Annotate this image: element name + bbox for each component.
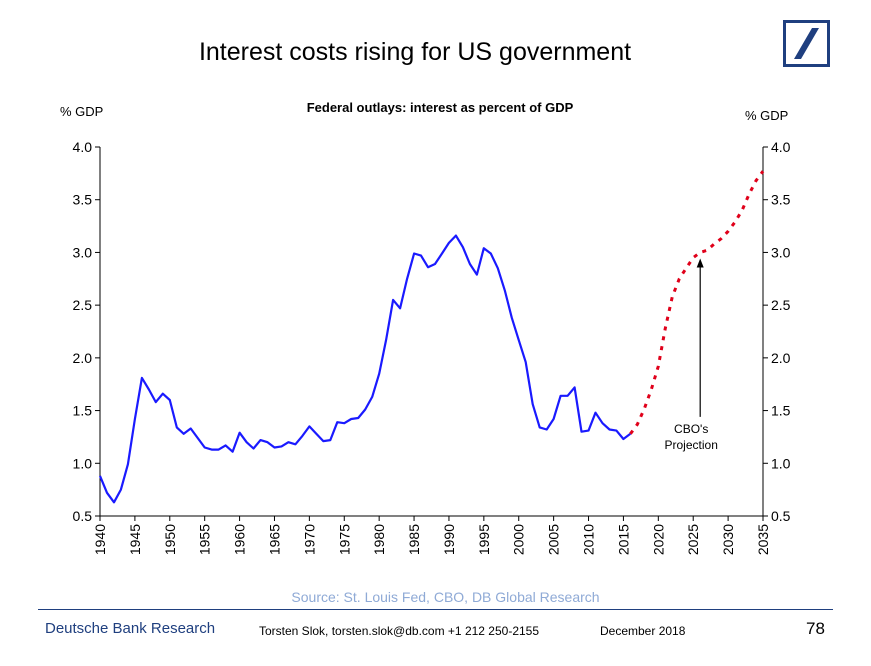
y-tick-label-right: 0.5 xyxy=(771,508,791,524)
x-tick-label: 1940 xyxy=(92,524,108,555)
y-tick-label-right: 3.0 xyxy=(771,244,791,260)
y-tick-label-right: 1.5 xyxy=(771,403,791,419)
x-tick-label: 1970 xyxy=(301,524,317,555)
annotation-text-line1: CBO's xyxy=(674,422,708,436)
footer-author: Torsten Slok, torsten.slok@db.com +1 212… xyxy=(259,624,540,638)
axis-ticks: 0.5 0.5 1.0 1.0 1.5 1.5 2.0 2.0 2.5 2.5 3.0 3.0 3.5 3… xyxy=(73,139,791,555)
x-tick-label: 1965 xyxy=(266,524,282,555)
x-tick-label: 2020 xyxy=(650,524,666,555)
footer-date: December 2018 xyxy=(600,624,686,638)
x-tick-label: 1955 xyxy=(197,524,213,555)
x-tick-label: 1990 xyxy=(441,524,457,555)
y-tick-label-left: 3.5 xyxy=(73,192,93,208)
x-tick-label: 1960 xyxy=(232,524,248,555)
footer-brand: Deutsche Bank Research xyxy=(45,620,216,637)
x-tick-label: 2025 xyxy=(685,524,701,555)
y-tick-label-right: 2.0 xyxy=(771,350,791,366)
y-tick-label-left: 1.5 xyxy=(73,403,93,419)
series-lines xyxy=(98,170,765,504)
y-tick-label-right: 4.0 xyxy=(771,139,791,155)
x-tick-label: 1975 xyxy=(336,524,352,555)
x-tick-label: 2005 xyxy=(546,524,562,555)
series-line-projection xyxy=(629,170,765,435)
x-tick-label: 2015 xyxy=(615,524,631,555)
annotation-arrowhead xyxy=(696,258,704,268)
slide-title: Interest costs rising for US government xyxy=(198,38,632,66)
page-number: 78 xyxy=(806,619,825,638)
x-tick-label: 2030 xyxy=(720,524,736,555)
x-tick-label: 1945 xyxy=(127,524,143,555)
annotation: CBO's Projection xyxy=(665,258,718,452)
annotation-text-line2: Projection xyxy=(665,438,718,452)
y-tick-label-left: 1.0 xyxy=(73,455,93,471)
y-tick-label-left: 4.0 xyxy=(73,139,93,155)
series-line-historical xyxy=(98,234,632,504)
y-tick-label-right: 1.0 xyxy=(771,455,791,471)
y-tick-label-left: 2.0 xyxy=(73,350,93,366)
source-note: Source: St. Louis Fed, CBO, DB Global Re… xyxy=(291,589,600,605)
y-tick-label-left: 3.0 xyxy=(73,244,93,260)
x-tick-label: 1985 xyxy=(406,524,422,555)
chart-title: Federal outlays: interest as percent of … xyxy=(307,100,574,115)
y-tick-label-left: 2.5 xyxy=(73,297,93,313)
x-tick-label: 1980 xyxy=(371,524,387,555)
chart: Federal outlays: interest as percent of … xyxy=(60,100,791,555)
y-tick-label-left: 0.5 xyxy=(73,508,93,524)
y-axis-label-right: % GDP xyxy=(745,108,788,123)
deutsche-bank-logo xyxy=(783,20,830,67)
x-tick-label: 1950 xyxy=(162,524,178,555)
x-tick-label: 2000 xyxy=(511,524,527,555)
footer-rule xyxy=(38,609,833,610)
x-tick-label: 1995 xyxy=(476,524,492,555)
x-tick-label: 2010 xyxy=(581,524,597,555)
y-tick-label-right: 3.5 xyxy=(771,192,791,208)
x-tick-label: 2035 xyxy=(755,524,771,555)
y-axis-label-left: % GDP xyxy=(60,104,103,119)
y-tick-label-right: 2.5 xyxy=(771,297,791,313)
